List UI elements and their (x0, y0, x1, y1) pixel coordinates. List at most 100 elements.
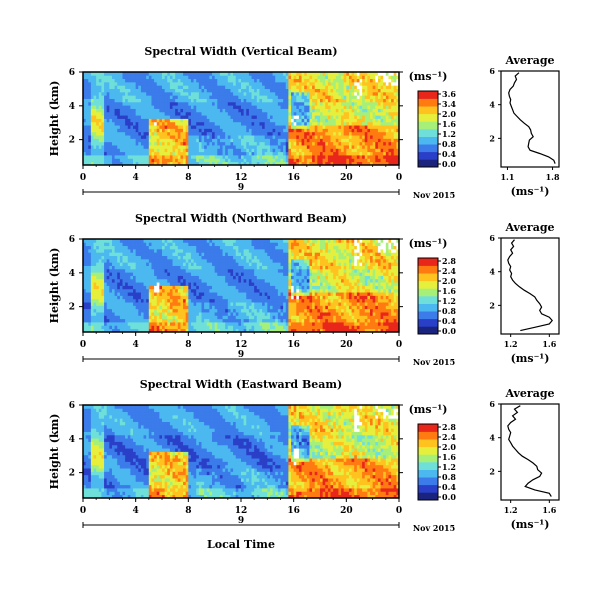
heatmap-cell (114, 328, 118, 333)
heatmap-cell (146, 325, 150, 330)
heatmap-cell (209, 298, 213, 303)
heatmap-cell (159, 318, 163, 323)
heatmap-cell (285, 145, 289, 149)
heatmap-cell (146, 308, 150, 313)
heatmap-cell (127, 318, 131, 323)
heatmap-cell (106, 95, 110, 99)
heatmap-cell (164, 121, 168, 126)
heatmap-cell (225, 262, 229, 266)
heatmap-cell (380, 141, 384, 146)
heatmap-cell (111, 302, 115, 306)
heatmap-cell (104, 115, 108, 119)
heatmap-cell (133, 121, 137, 126)
heatmap-cell (169, 258, 173, 263)
heatmap-cell (267, 81, 271, 86)
heatmap-cell (111, 135, 115, 139)
heatmap-cell (104, 88, 108, 93)
heatmap-cell (225, 265, 229, 270)
heatmap-cell (317, 148, 321, 153)
heatmap-cell (106, 292, 110, 296)
heatmap-cell (388, 138, 392, 143)
heatmap-cell (175, 88, 179, 93)
heatmap-cell (230, 118, 234, 123)
heatmap-cell (117, 315, 121, 320)
heatmap-cell (93, 141, 97, 146)
heatmap-cell (177, 272, 181, 276)
heatmap-cell (298, 115, 302, 119)
heatmap-cell (309, 135, 313, 139)
heatmap-cell (122, 135, 126, 139)
heatmap-cell (111, 315, 115, 320)
heatmap-cell (185, 252, 189, 257)
heatmap-cell (298, 138, 302, 143)
heatmap-cell (346, 111, 350, 116)
heatmap-cell (83, 268, 87, 273)
heatmap-cell (391, 148, 395, 153)
heatmap-cell (127, 145, 131, 149)
heatmap-cell (354, 118, 358, 123)
heatmap-cell (383, 105, 387, 109)
heatmap-cell (164, 325, 168, 330)
heatmap-cell (283, 88, 287, 93)
heatmap-cell (83, 282, 87, 286)
heatmap-cell (138, 91, 142, 96)
heatmap-cell (83, 75, 87, 80)
heatmap-cell (219, 268, 223, 273)
heatmap-cell (146, 115, 150, 119)
heatmap-cell (159, 245, 163, 250)
heatmap-cell (135, 268, 139, 273)
heatmap-cell (196, 95, 200, 99)
heatmap-cell (388, 85, 392, 90)
heatmap-cell (140, 282, 144, 286)
heatmap-cell (383, 88, 387, 93)
heatmap-cell (348, 95, 352, 99)
heatmap-cell (317, 91, 321, 96)
heatmap-cell (235, 128, 239, 133)
heatmap-cell (156, 161, 160, 166)
heatmap-cell (314, 81, 318, 86)
heatmap-cell (219, 85, 223, 90)
heatmap-cell (222, 131, 226, 136)
heatmap-cell (148, 115, 152, 119)
heatmap-cell (306, 108, 310, 113)
heatmap-cell (330, 108, 334, 113)
heatmap-cell (180, 239, 184, 243)
heatmap-cell (309, 78, 313, 83)
heatmap-cell (338, 88, 342, 93)
heatmap-cell (256, 118, 260, 123)
heatmap-cell (193, 262, 197, 266)
heatmap-cell (222, 312, 226, 316)
heatmap-cell (291, 118, 295, 123)
heatmap-cell (154, 88, 158, 93)
heatmap-cell (291, 85, 295, 90)
heatmap-cell (104, 145, 108, 149)
heatmap-cell (146, 242, 150, 247)
heatmap-cell (233, 135, 237, 139)
heatmap-cell (212, 265, 216, 270)
heatmap-cell (288, 161, 292, 166)
heatmap-cell (117, 125, 121, 129)
heatmap-cell (96, 245, 100, 250)
heatmap-cell (164, 252, 168, 257)
heatmap-cell (159, 288, 163, 293)
heatmap-cell (185, 91, 189, 96)
heatmap-cell (114, 151, 118, 156)
heatmap-cell (138, 118, 142, 123)
heatmap-cell (90, 282, 94, 286)
heatmap-cell (169, 148, 173, 153)
heatmap-cell (377, 141, 381, 146)
heatmap-cell (98, 292, 102, 296)
heatmap-cell (356, 111, 360, 116)
heatmap-cell (322, 98, 326, 103)
heatmap-cell (296, 135, 300, 139)
heatmap-cell (164, 278, 168, 283)
heatmap-cell (106, 75, 110, 80)
heatmap-cell (377, 131, 381, 136)
heatmap-cell (167, 105, 171, 109)
heatmap-cell (159, 98, 163, 103)
heatmap-cell (114, 239, 118, 243)
heatmap-cell (193, 118, 197, 123)
heatmap-cell (151, 135, 155, 139)
heatmap-cell (101, 75, 105, 80)
heatmap-cell (140, 315, 144, 320)
